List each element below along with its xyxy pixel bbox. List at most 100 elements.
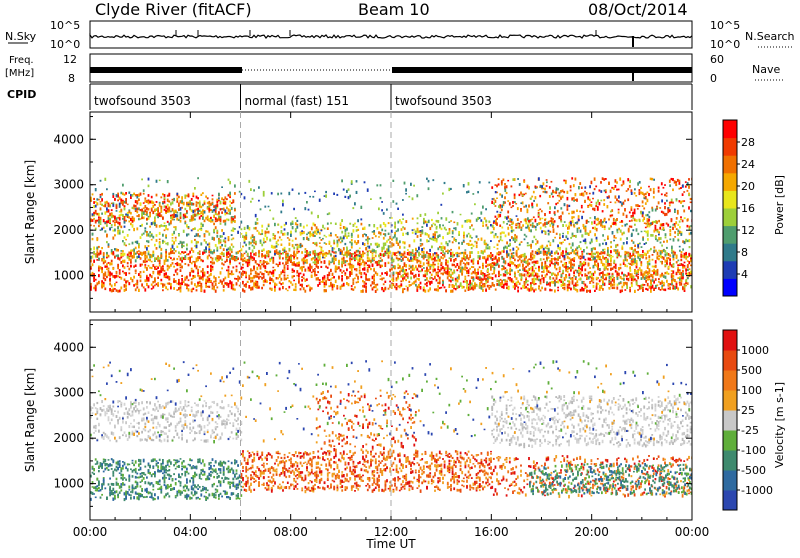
power-scatter <box>477 263 479 265</box>
power-scatter <box>372 276 374 280</box>
power-scatter <box>114 283 116 286</box>
power-scatter <box>548 233 550 236</box>
power-scatter <box>592 277 594 280</box>
power-scatter <box>425 254 427 257</box>
power-scatter <box>527 185 529 187</box>
power-scatter <box>668 257 670 259</box>
power-scatter <box>492 262 494 264</box>
power-scatter <box>506 271 508 274</box>
power-scatter <box>552 263 554 265</box>
power-scatter <box>460 267 462 270</box>
power-scatter <box>420 270 422 272</box>
power-scatter <box>525 280 527 283</box>
power-scatter <box>677 287 679 290</box>
power-scatter <box>612 275 614 278</box>
power-scatter <box>207 286 209 288</box>
power-scatter <box>365 275 367 278</box>
power-scatter <box>449 228 451 231</box>
power-scatter <box>103 227 105 229</box>
power-scatter <box>228 248 230 251</box>
power-scatter <box>298 278 300 280</box>
power-scatter <box>250 272 252 274</box>
power-scatter <box>346 260 348 262</box>
power-scatter <box>207 215 209 218</box>
power-scatter <box>437 289 439 292</box>
power-scatter <box>421 229 423 232</box>
power-scatter <box>500 274 502 276</box>
power-scatter <box>263 248 265 251</box>
power-scatter <box>410 277 412 280</box>
power-scatter <box>601 251 603 255</box>
power-scatter <box>509 277 511 279</box>
power-scatter <box>543 252 545 256</box>
power-scatter <box>367 270 369 273</box>
power-scatter <box>112 289 114 292</box>
power-scatter <box>98 225 100 227</box>
power-scatter <box>468 275 470 277</box>
power-scatter <box>109 283 111 286</box>
power-scatter <box>415 265 417 268</box>
power-scatter <box>314 268 316 270</box>
power-scatter <box>356 242 358 245</box>
power-scatter <box>594 264 596 266</box>
power-scatter <box>116 255 118 257</box>
power-scatter <box>216 199 218 201</box>
power-scatter <box>610 242 612 244</box>
power-scatter <box>356 282 358 284</box>
power-scatter <box>181 266 183 269</box>
power-scatter <box>669 255 671 257</box>
power-scatter <box>197 233 199 237</box>
power-scatter <box>296 251 298 254</box>
power-scatter <box>594 247 596 250</box>
power-scatter <box>167 199 169 202</box>
power-scatter <box>234 228 236 230</box>
power-scatter <box>636 263 638 266</box>
power-scatter <box>514 236 516 238</box>
power-scatter <box>647 283 649 286</box>
power-scatter <box>264 270 266 273</box>
power-scatter <box>205 250 207 253</box>
power-scatter <box>533 261 535 263</box>
power-scatter <box>298 251 300 253</box>
power-scatter <box>314 256 316 259</box>
power-scatter <box>111 227 113 229</box>
power-scatter <box>580 278 582 280</box>
power-scatter <box>668 267 670 269</box>
power-scatter <box>449 257 451 259</box>
power-scatter <box>431 274 433 276</box>
power-scatter <box>596 239 598 242</box>
power-scatter <box>589 199 591 201</box>
power-scatter <box>401 253 403 255</box>
power-scatter <box>234 289 236 291</box>
power-scatter <box>528 204 530 207</box>
power-scatter <box>125 198 127 201</box>
power-scatter <box>533 236 535 239</box>
power-scatter <box>546 248 548 250</box>
power-scatter <box>514 264 516 266</box>
power-scatter <box>181 251 183 253</box>
power-scatter <box>127 204 129 206</box>
power-scatter <box>330 269 332 272</box>
power-scatter <box>589 290 591 293</box>
power-scatter <box>351 272 353 275</box>
power-scatter <box>148 251 150 253</box>
power-scatter <box>428 257 430 259</box>
power-scatter <box>436 256 438 258</box>
power-scatter <box>666 272 668 275</box>
power-scatter <box>551 261 553 264</box>
power-scatter <box>546 179 548 181</box>
power-scatter <box>663 257 665 260</box>
power-scatter <box>228 195 230 197</box>
power-scatter <box>543 258 545 260</box>
power-scatter <box>130 223 132 225</box>
power-scatter <box>541 262 543 265</box>
power-scatter <box>631 278 633 281</box>
power-scatter <box>223 289 225 292</box>
power-scatter <box>396 257 398 259</box>
power-scatter <box>100 207 102 210</box>
power-scatter <box>178 251 180 254</box>
power-scatter <box>440 273 442 275</box>
power-scatter <box>522 274 524 276</box>
power-scatter <box>167 259 169 262</box>
power-scatter <box>146 214 148 216</box>
